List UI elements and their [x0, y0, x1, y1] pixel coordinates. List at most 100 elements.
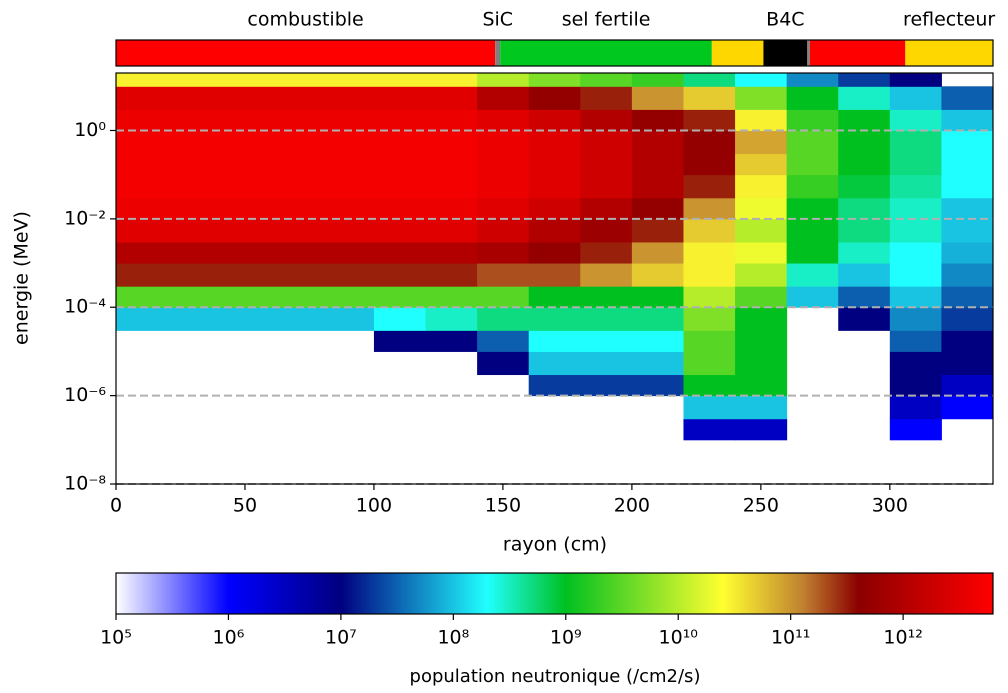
heatmap-cell: [425, 241, 478, 264]
colorbar-tick-label: 10⁹: [550, 627, 582, 649]
heatmap-cell: [528, 109, 581, 131]
heatmap-cell: [270, 153, 323, 176]
heatmap-cell: [941, 374, 993, 397]
heatmap-cell: [322, 153, 375, 176]
heatmap-cell: [528, 263, 581, 287]
heatmap-cell: [735, 241, 788, 264]
x-tick-label: 50: [233, 495, 257, 517]
heatmap-cell: [116, 286, 169, 308]
heatmap-cell: [941, 130, 993, 155]
heatmap-cell: [219, 153, 272, 176]
heatmap-cell: [683, 286, 736, 308]
heatmap-cell: [219, 86, 272, 110]
heatmap-cell: [580, 307, 633, 331]
heatmap-cell: [683, 418, 736, 441]
heatmap-cell: [425, 218, 478, 243]
heatmap-cell: [116, 73, 169, 87]
heatmap-cell: [167, 174, 220, 199]
x-tick-label: 0: [110, 495, 122, 517]
heatmap-cell: [425, 286, 478, 308]
heatmap-cell: [580, 263, 633, 287]
heatmap-cell: [219, 109, 272, 131]
colorbar-tick-label: 10⁵: [100, 627, 132, 649]
heatmap-cell: [889, 197, 942, 220]
region: [711, 40, 764, 66]
heatmap-cell: [683, 374, 736, 397]
y-tick-label: 10⁻²: [64, 207, 106, 229]
heatmap-cell: [631, 153, 684, 176]
x-tick-label: 100: [356, 495, 392, 517]
heatmap-cell: [683, 197, 736, 220]
y-axis-label: energie (MeV): [11, 211, 33, 345]
heatmap-cell: [683, 130, 736, 155]
heatmap-cell: [786, 197, 839, 220]
heatmap-cell: [889, 395, 942, 420]
heatmap-cell: [786, 109, 839, 131]
region-label: reflecteur: [903, 9, 995, 31]
heatmap-cell: [167, 130, 220, 155]
region: [495, 40, 501, 66]
heatmap-cell: [838, 86, 891, 110]
heatmap-cell: [683, 73, 736, 87]
region: [809, 40, 906, 66]
heatmap-cell: [219, 130, 272, 155]
region: [905, 40, 993, 66]
heatmap-cell: [580, 351, 633, 376]
heatmap-cell: [889, 86, 942, 110]
region: [763, 40, 808, 66]
heatmap-cell: [683, 307, 736, 331]
heatmap-cell: [941, 241, 993, 264]
heatmap-cell: [941, 330, 993, 352]
heatmap-cell: [580, 130, 633, 155]
colorbar-label: population neutronique (/cm2/s): [410, 666, 701, 687]
heatmap-cell: [167, 263, 220, 287]
heatmap-cell: [373, 86, 427, 110]
heatmap-cell: [116, 153, 169, 176]
heatmap-cell: [425, 307, 478, 331]
heatmap-cell: [735, 130, 788, 155]
heatmap-cell: [889, 130, 942, 155]
heatmap-cell: [116, 241, 169, 264]
heatmap-cell: [425, 86, 478, 110]
heatmap-cell: [889, 330, 942, 352]
heatmap-cell: [889, 73, 942, 87]
x-tick-label: 250: [743, 495, 779, 517]
heatmap-cell: [735, 86, 788, 110]
heatmap-cell: [373, 197, 427, 220]
heatmap-cell: [631, 109, 684, 131]
heatmap-cell: [270, 263, 323, 287]
heatmap-cell: [683, 263, 736, 287]
heatmap-cell: [786, 73, 839, 87]
heatmap-cell: [889, 286, 942, 308]
heatmap-cell: [786, 241, 839, 264]
heatmap-cell: [322, 286, 375, 308]
heatmap-cell: [683, 395, 736, 420]
heatmap-cell: [735, 197, 788, 220]
heatmap-cell: [425, 174, 478, 199]
heatmap-cell: [270, 73, 323, 87]
heatmap-cell: [425, 197, 478, 220]
heatmap-cell: [941, 286, 993, 308]
x-tick-label: 300: [872, 495, 908, 517]
heatmap-cell: [889, 307, 942, 331]
heatmap-cell: [425, 73, 478, 87]
heatmap-cell: [786, 86, 839, 110]
heatmap-cell: [528, 241, 581, 264]
heatmap-cell: [838, 73, 891, 87]
heatmap-cell: [735, 374, 788, 397]
heatmap-cell: [116, 263, 169, 287]
heatmap-cell: [889, 263, 942, 287]
heatmap-cell: [735, 153, 788, 176]
heatmap-cell: [889, 351, 942, 376]
heatmap-cell: [219, 73, 272, 87]
heatmap-cell: [838, 197, 891, 220]
heatmap-cell: [580, 73, 633, 87]
heatmap-cell: [683, 241, 736, 264]
heatmap-cell: [786, 263, 839, 287]
heatmap-cell: [786, 286, 839, 308]
heatmap-cell: [528, 286, 581, 308]
heatmap-cell: [631, 218, 684, 243]
heatmap-cell: [116, 197, 169, 220]
colorbar-tick-label: 10¹⁰: [659, 627, 698, 649]
heatmap-cell: [477, 307, 530, 331]
